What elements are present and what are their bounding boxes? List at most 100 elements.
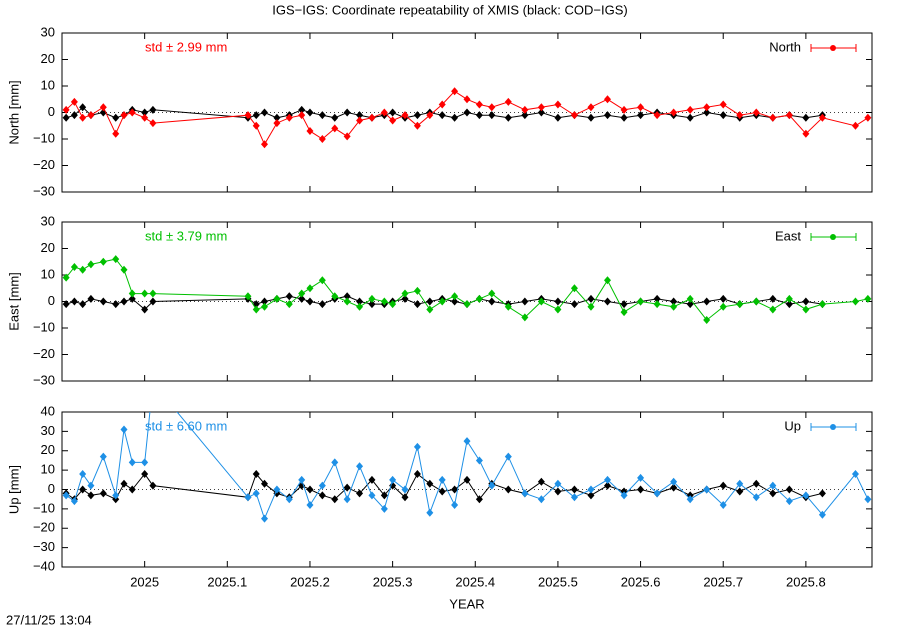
point xyxy=(426,297,434,306)
point xyxy=(521,489,529,498)
point xyxy=(413,300,421,309)
point xyxy=(244,292,252,301)
point xyxy=(149,379,156,387)
legend-label: North xyxy=(769,39,801,54)
point xyxy=(112,255,120,264)
point xyxy=(413,470,421,478)
point xyxy=(653,489,661,498)
point xyxy=(261,108,268,117)
point xyxy=(653,111,661,120)
point xyxy=(112,113,120,122)
point xyxy=(79,485,87,494)
point xyxy=(306,297,314,306)
point xyxy=(285,113,293,122)
y-tick-label: 30 xyxy=(41,423,55,438)
point xyxy=(331,113,339,122)
y-tick-label: −20 xyxy=(33,520,55,535)
x-tick-label: 2025.7 xyxy=(703,574,743,589)
series xyxy=(62,87,872,149)
x-tick-label: 2025.8 xyxy=(786,574,826,589)
point xyxy=(87,294,95,303)
y-axis-label: East [mm] xyxy=(6,272,21,331)
point xyxy=(488,297,496,306)
point xyxy=(570,493,578,502)
point xyxy=(380,297,388,306)
series-line xyxy=(65,106,823,119)
point xyxy=(306,108,314,117)
point xyxy=(537,103,545,112)
point xyxy=(752,297,760,306)
point xyxy=(719,100,727,109)
point xyxy=(802,113,810,122)
point xyxy=(537,477,545,486)
point xyxy=(285,292,293,301)
point xyxy=(537,108,545,117)
series xyxy=(62,255,872,325)
point xyxy=(438,475,446,484)
point xyxy=(426,508,434,517)
point xyxy=(463,300,471,309)
point xyxy=(554,297,562,306)
point xyxy=(380,504,388,513)
point xyxy=(128,485,136,494)
point xyxy=(818,489,826,498)
point xyxy=(87,481,95,490)
point xyxy=(79,300,87,309)
point xyxy=(851,121,859,130)
point xyxy=(769,481,777,490)
legend-marker xyxy=(830,45,836,51)
point xyxy=(719,111,727,120)
point xyxy=(554,487,562,496)
point xyxy=(818,510,826,519)
point xyxy=(368,475,376,484)
legend-label: East xyxy=(775,228,801,243)
point xyxy=(149,105,157,114)
point xyxy=(87,491,95,500)
point xyxy=(686,495,694,504)
y-tick-label: 0 xyxy=(48,104,55,119)
point xyxy=(426,305,434,314)
point xyxy=(79,265,87,274)
point xyxy=(306,501,314,509)
point xyxy=(149,119,157,128)
std-annotation: std ± 2.99 mm xyxy=(145,39,227,54)
point xyxy=(252,489,260,498)
point xyxy=(261,302,268,311)
point xyxy=(769,489,777,498)
point xyxy=(298,475,306,484)
point xyxy=(128,294,136,303)
point xyxy=(112,129,120,138)
point xyxy=(120,265,128,274)
point xyxy=(637,473,645,482)
point xyxy=(670,477,678,486)
point xyxy=(604,95,612,104)
point xyxy=(620,113,628,122)
point xyxy=(670,302,678,311)
point xyxy=(149,481,157,490)
point xyxy=(703,485,711,494)
point xyxy=(380,108,388,117)
point xyxy=(368,491,376,500)
point xyxy=(70,97,78,106)
x-tick-label: 2025.5 xyxy=(538,574,578,589)
point xyxy=(120,297,128,306)
point xyxy=(120,111,128,120)
point xyxy=(504,452,512,461)
point xyxy=(306,485,314,494)
point xyxy=(451,292,459,301)
point xyxy=(637,111,645,120)
point xyxy=(463,437,471,446)
point xyxy=(604,276,612,285)
y-tick-label: 0 xyxy=(48,293,55,308)
y-tick-label: −20 xyxy=(33,157,55,172)
y-tick-label: −10 xyxy=(33,319,55,334)
point xyxy=(587,302,595,311)
point xyxy=(389,300,397,309)
y-tick-label: 0 xyxy=(48,481,55,496)
point xyxy=(504,485,512,494)
point xyxy=(736,479,744,488)
point xyxy=(252,305,260,314)
point xyxy=(686,300,694,309)
point xyxy=(128,289,136,298)
